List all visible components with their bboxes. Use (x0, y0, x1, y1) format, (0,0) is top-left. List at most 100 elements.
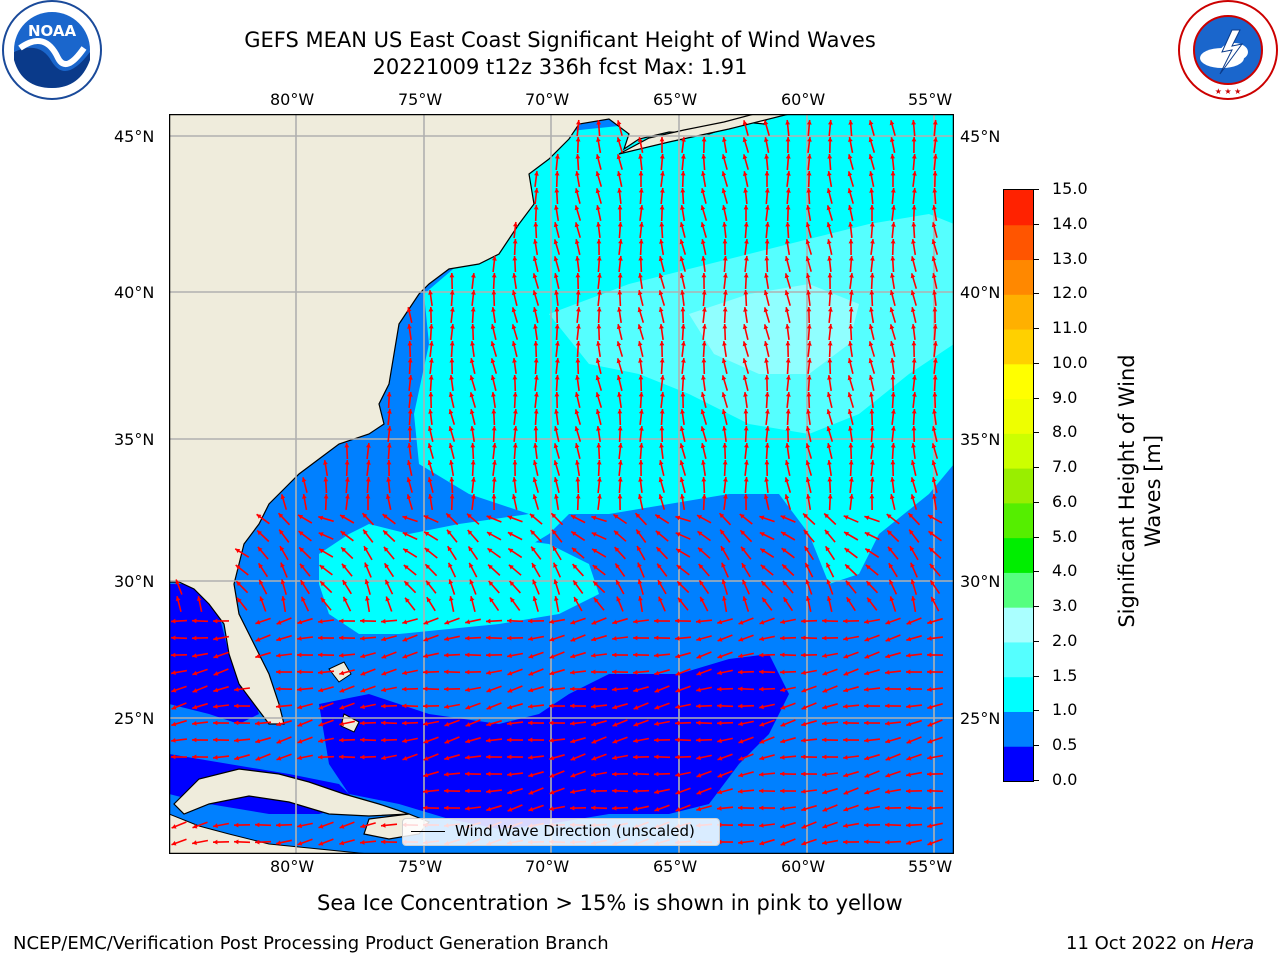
wind-wave-arrowhead (553, 477, 559, 483)
wind-wave-arrowhead (764, 460, 770, 465)
wind-wave-arrowhead (507, 670, 513, 676)
wind-wave-arrowhead (633, 722, 639, 727)
wind-wave-arrowhead (574, 222, 580, 228)
wind-wave-arrowhead (465, 755, 470, 760)
wind-wave-arrowhead (760, 548, 766, 554)
wind-wave-arrowhead (364, 546, 369, 552)
wind-wave-arrowhead (828, 324, 833, 329)
wind-wave-arrowhead (932, 409, 937, 414)
wind-wave-arrowhead (596, 239, 602, 244)
wind-wave-arrowhead (528, 772, 534, 778)
wind-wave-arrowhead (843, 772, 849, 778)
wind-wave-arrowhead (574, 239, 580, 244)
wind-wave-arrowhead (616, 137, 622, 143)
wind-wave-arrowhead (680, 392, 686, 397)
wind-wave-arrowhead (570, 772, 576, 778)
wind-wave-arrowhead (822, 618, 827, 624)
colorbar-segment (1004, 259, 1033, 295)
wind-wave-arrowhead (171, 618, 176, 624)
colorbar-title-line2: Waves [m] (1141, 434, 1165, 548)
wind-wave-arrowhead (575, 477, 581, 482)
wind-wave-arrowhead (469, 375, 475, 381)
wind-wave-arrowhead (429, 358, 434, 363)
wind-wave-arrowhead (910, 307, 916, 312)
wind-wave-arrowhead (549, 755, 555, 761)
wind-wave-arrowhead (465, 619, 470, 625)
wind-wave-arrowhead (911, 426, 917, 431)
wind-wave-arrowhead (658, 307, 664, 312)
wind-wave-arrowhead (801, 840, 807, 846)
wind-wave-arrowhead (910, 546, 915, 552)
wind-wave-arrowhead (803, 529, 809, 535)
wind-wave-arrowhead (869, 409, 875, 414)
lon-label-bottom-75w: 75°W (398, 857, 443, 876)
wind-wave-arrowhead (616, 596, 621, 602)
wind-wave-arrowhead (591, 532, 597, 537)
wind-wave-arrowhead (931, 222, 937, 228)
wind-wave-arrowhead (869, 273, 875, 278)
wind-wave-arrowhead (701, 273, 707, 278)
wind-wave-arrowhead (385, 579, 390, 585)
wind-wave-arrowhead (575, 375, 580, 380)
wind-wave-arrowhead (491, 409, 497, 414)
wind-wave-arrowhead (723, 290, 728, 295)
wind-wave-arrowhead (843, 687, 849, 693)
wind-wave-arrowhead (612, 619, 618, 625)
wind-wave-arrowhead (782, 580, 788, 586)
wind-wave-arrows (170, 119, 944, 846)
wind-wave-arrowhead (171, 635, 176, 641)
wind-wave-arrowhead (591, 721, 597, 727)
wind-wave-arrowhead (659, 154, 665, 159)
wind-wave-arrowhead (574, 188, 580, 194)
wind-wave-arrowhead (360, 720, 365, 726)
wind-wave-arrowhead (889, 137, 895, 142)
wind-wave-arrowhead (738, 703, 743, 709)
wind-wave-arrowhead (407, 409, 413, 414)
wind-wave-arrowhead (759, 515, 765, 521)
wind-wave-arrowhead (428, 307, 434, 312)
wind-wave-arrowhead (849, 477, 854, 482)
wind-wave-arrowhead (426, 580, 431, 586)
wind-wave-arrowhead (470, 324, 476, 329)
wind-wave-arrowhead (575, 256, 580, 261)
wind-wave-arrowhead (507, 635, 512, 641)
wind-wave-arrowhead (575, 273, 581, 278)
wind-wave-arrowhead (822, 807, 828, 812)
wind-wave-arrowhead (849, 290, 854, 295)
wind-wave-arrowhead (927, 619, 933, 625)
wind-wave-arrowhead (890, 273, 895, 278)
wind-wave-arrowhead (576, 307, 581, 312)
wind-wave-arrowhead (698, 547, 703, 553)
wind-wave-arrowhead (912, 392, 917, 397)
wind-wave-arrowhead (738, 637, 744, 642)
wind-wave-arrowhead (549, 619, 554, 624)
wind-wave-arrowhead (826, 562, 831, 568)
wind-wave-arrowhead (407, 341, 413, 346)
wind-wave-arrowhead (637, 562, 642, 568)
wind-wave-arrowhead (235, 548, 241, 554)
wind-wave-arrowhead (638, 154, 643, 159)
wind-wave-arrowhead (381, 703, 386, 709)
wind-wave-arrowhead (318, 619, 323, 624)
wind-wave-arrowhead (423, 637, 429, 642)
wind-wave-arrowhead (533, 409, 539, 414)
wind-wave-arrowhead (575, 290, 581, 295)
wind-wave-arrowhead (339, 635, 344, 641)
wind-wave-arrowhead (806, 409, 811, 414)
wind-wave-arrowhead (465, 806, 470, 811)
wind-wave-arrowhead (570, 637, 576, 642)
wind-wave-arrowhead (675, 737, 680, 743)
wind-wave-arrowhead (760, 564, 766, 570)
wind-wave-arrowhead (533, 358, 539, 363)
wind-wave-arrowhead (255, 637, 261, 642)
wind-wave-arrowhead (845, 580, 851, 586)
wind-wave-arrowhead (486, 738, 491, 743)
wind-wave-arrowhead (680, 188, 686, 193)
wind-wave-arrowhead (591, 805, 596, 811)
wind-wave-arrowhead (596, 307, 602, 312)
wind-wave-arrowhead (780, 823, 786, 829)
colorbar-segment (1004, 190, 1033, 226)
colorbar-tick-label: 14.0 (1052, 213, 1088, 233)
wind-wave-arrowhead (885, 619, 891, 625)
wind-wave-arrowhead (490, 375, 496, 381)
